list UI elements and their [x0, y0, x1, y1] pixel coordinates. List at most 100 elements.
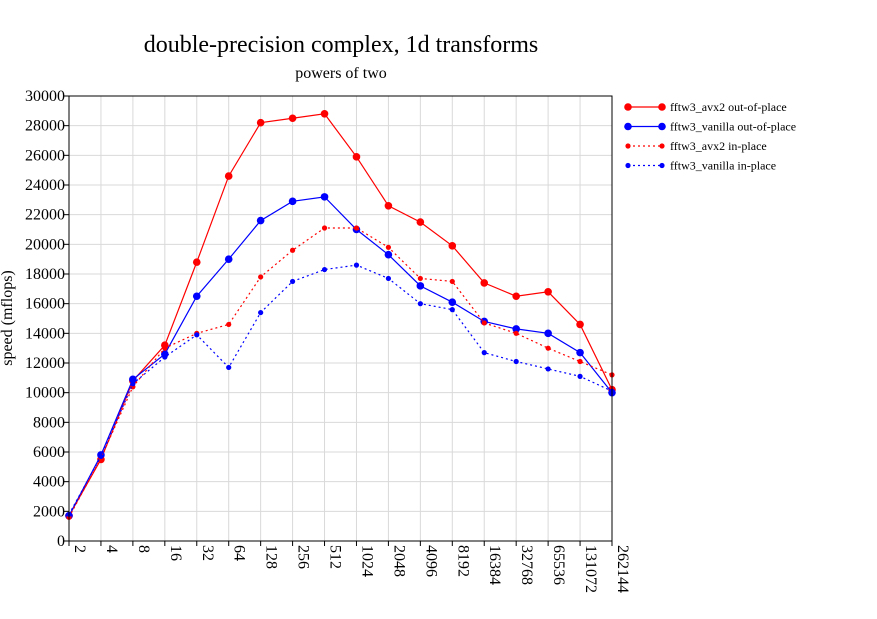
grid [68, 95, 613, 542]
data-point [448, 298, 457, 306]
data-point [544, 329, 552, 338]
legend-swatch-marker [659, 143, 665, 149]
series-group [65, 110, 616, 520]
legend-label: fftw3_vanilla out-of-place [670, 120, 796, 134]
legend-swatch-marker [625, 143, 631, 149]
series-line [68, 113, 613, 517]
x-axis: 2 4 8 16 32 64 128 256 512 1024 2048 4096 8192 16384 3… [68, 541, 631, 593]
legend-item: fftw3_vanilla in-place [625, 159, 776, 173]
legend-item: fftw3_avx2 out-of-place [624, 100, 787, 114]
y-tick-label: 26000 [25, 147, 65, 164]
y-tick-label: 8000 [33, 414, 65, 431]
data-point [384, 250, 393, 259]
data-point [321, 225, 328, 231]
legend-label: fftw3_vanilla in-place [670, 159, 776, 173]
x-tick-label: 16384 [486, 545, 503, 585]
y-tick-label: 22000 [25, 207, 65, 224]
data-point [288, 114, 297, 123]
y-tick-label: 12000 [25, 355, 65, 372]
y-tick-label: 2000 [33, 503, 65, 520]
series-2 [65, 193, 616, 520]
data-point [289, 278, 296, 285]
series-4 [66, 262, 615, 517]
data-point [289, 247, 296, 253]
y-tick-label: 18000 [25, 266, 65, 283]
y-tick-label: 4000 [33, 474, 65, 491]
data-point [545, 366, 551, 372]
x-tick-label: 16 [167, 545, 184, 561]
legend-swatch-marker [658, 122, 666, 131]
legend-label: fftw3_avx2 out-of-place [670, 100, 787, 114]
x-tick-label: 128 [263, 545, 280, 569]
data-point [545, 345, 551, 351]
y-tick-label: 0 [57, 533, 65, 550]
legend-swatch-marker [624, 122, 632, 131]
data-point [129, 375, 137, 384]
data-point [385, 275, 392, 282]
data-point [352, 153, 361, 161]
y-tick-label: 20000 [25, 236, 65, 253]
data-point [384, 201, 393, 210]
x-tick-label: 8 [135, 545, 152, 553]
data-point [321, 266, 328, 273]
x-tick-label: 2 [71, 545, 88, 553]
x-tick-label: 131072 [582, 545, 599, 593]
data-point [256, 216, 265, 225]
data-point [353, 262, 360, 268]
x-tick-label: 262144 [614, 545, 631, 593]
series-line [68, 196, 613, 517]
data-point [194, 332, 200, 338]
data-point [288, 197, 297, 206]
data-point [577, 373, 583, 379]
data-point [576, 348, 584, 357]
data-point [417, 301, 423, 307]
series-line [68, 227, 613, 518]
x-tick-label: 32 [199, 545, 216, 561]
data-point [353, 225, 360, 231]
chart-title: double-precision complex, 1d transforms [144, 32, 539, 58]
legend-item: fftw3_vanilla out-of-place [624, 120, 796, 134]
y-axis-label: speed (mflops) [0, 270, 16, 366]
y-tick-label: 16000 [25, 296, 65, 313]
y-tick-label: 10000 [25, 385, 65, 402]
x-tick-label: 4096 [422, 545, 439, 577]
x-tick-label: 4 [103, 545, 120, 553]
data-point [449, 278, 455, 285]
data-point [162, 345, 168, 351]
data-point [130, 381, 136, 387]
data-point [449, 307, 455, 313]
y-tick-label: 24000 [25, 177, 65, 194]
data-point [258, 274, 264, 280]
data-point [385, 244, 392, 250]
data-point [192, 258, 201, 266]
chart-subtitle: powers of two [295, 65, 387, 82]
legend-swatch-marker [625, 162, 631, 169]
y-tick-label: 30000 [25, 88, 65, 105]
plot-frame [68, 95, 613, 542]
legend-item: fftw3_avx2 in-place [625, 139, 767, 153]
data-point [320, 193, 329, 201]
data-point [416, 282, 425, 290]
data-point [258, 309, 264, 316]
series-3 [66, 225, 615, 520]
data-point [513, 358, 519, 365]
x-tick-label: 2048 [390, 545, 407, 577]
data-point [577, 358, 583, 365]
data-point [192, 292, 201, 301]
data-point [480, 279, 489, 287]
data-point [576, 320, 584, 329]
data-point [512, 325, 520, 333]
data-point [226, 321, 232, 328]
data-point [417, 275, 423, 282]
legend-label: fftw3_avx2 in-place [670, 139, 767, 153]
series-1 [65, 110, 616, 520]
y-tick-label: 14000 [25, 325, 65, 342]
x-tick-label: 64 [231, 545, 248, 561]
data-point [416, 218, 425, 226]
data-point [448, 242, 457, 250]
data-point [162, 354, 168, 360]
y-tick-label: 28000 [25, 118, 65, 135]
x-tick-label: 512 [327, 545, 344, 569]
legend-swatch-marker [659, 162, 665, 169]
